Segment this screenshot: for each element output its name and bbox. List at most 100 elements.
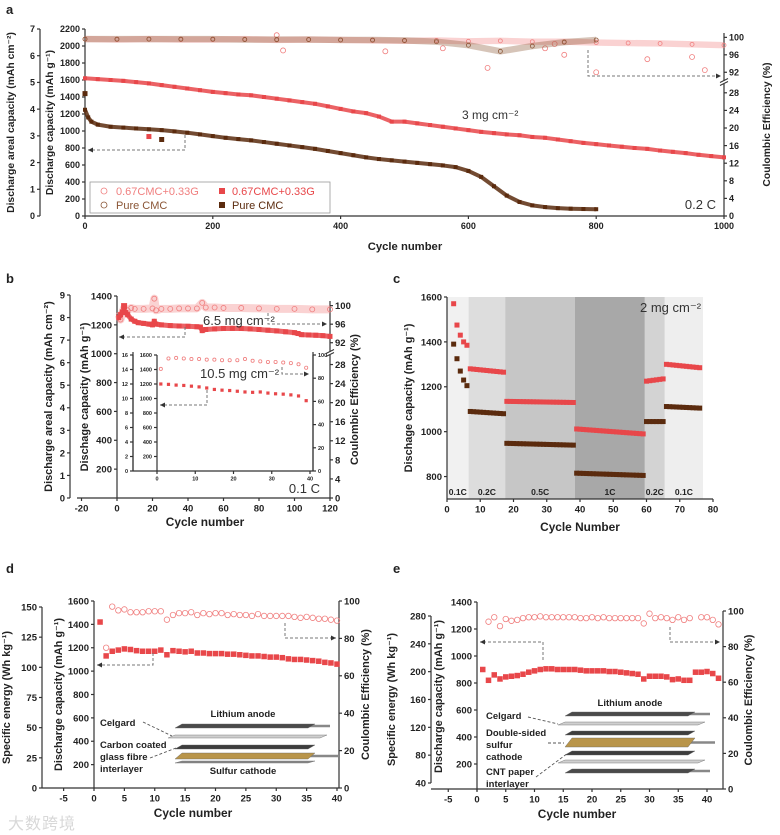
data-point-square: [600, 428, 606, 434]
data-point-square: [125, 312, 131, 318]
y-tick-label: 280: [410, 611, 426, 622]
rate-band: [505, 297, 576, 499]
y-tick-label: 8: [60, 313, 65, 324]
data-point-circle: [491, 614, 498, 621]
y-tick-label: 800: [456, 678, 472, 689]
data-point-circle: [548, 614, 555, 621]
data-point-circle: [496, 622, 504, 630]
data-point-circle: [128, 305, 135, 311]
y-tick-label: 1600: [140, 353, 152, 359]
x-tick-label: 10: [475, 505, 486, 516]
data-point-circle: [629, 614, 636, 622]
data-point-square: [480, 666, 486, 673]
y-tick-label: 200: [73, 760, 89, 771]
data-point-square: [453, 126, 458, 131]
data-point-square: [587, 471, 593, 477]
y-tick-label: 1600: [60, 75, 80, 85]
label-leader-line: [535, 752, 569, 778]
y-tick-label: 0: [125, 469, 128, 475]
data-point-square: [451, 341, 457, 347]
cell-layer: [564, 730, 696, 736]
y-tick-label: 200: [96, 465, 112, 476]
data-point-square: [623, 670, 630, 676]
y-axis-title: Dischage capacity (mAh g⁻¹): [403, 323, 415, 472]
y-tick-label: 0: [30, 211, 35, 221]
data-point-square: [402, 159, 407, 164]
series-trend-band: [84, 76, 725, 160]
y-tick-label: 400: [73, 737, 89, 748]
y-tick-label: 400: [456, 732, 472, 743]
data-point-square: [581, 207, 586, 212]
data-point-circle: [525, 614, 532, 621]
y-tick-label: 96: [335, 320, 346, 331]
data-point-square: [109, 648, 115, 655]
y-tick-label: 0: [335, 493, 340, 504]
data-point-square: [673, 362, 679, 368]
data-point-circle: [260, 612, 268, 620]
arrow-head-icon: [322, 321, 327, 327]
data-point-square: [520, 441, 526, 447]
data-point-square: [273, 392, 278, 396]
x-tick-label: 35: [673, 795, 684, 806]
data-point-square: [584, 427, 590, 433]
arrow-head-icon: [304, 371, 309, 377]
series-6-5-mg-capacity: [116, 303, 333, 339]
y-tick-label: 600: [65, 160, 80, 170]
rate-band: [575, 297, 645, 499]
data-point-square: [690, 405, 696, 411]
data-point-square: [146, 81, 151, 86]
data-point-square: [614, 429, 620, 435]
data-point-square: [159, 128, 164, 133]
y-tick-label: 1400: [421, 337, 442, 348]
data-point-square: [600, 471, 606, 477]
data-point-square: [577, 470, 583, 476]
diagram-label: Celgard: [486, 711, 522, 722]
data-point-circle: [206, 610, 213, 618]
data-point-circle: [220, 305, 227, 311]
data-point-square: [164, 652, 170, 658]
data-point-square: [274, 96, 279, 101]
y-tick-label: 1800: [60, 58, 80, 68]
x-tick-label: 10: [149, 794, 160, 805]
y-tick-label: 100: [318, 353, 327, 359]
data-point-circle: [644, 56, 651, 63]
y-tick-label: 40: [344, 709, 355, 720]
y-tick-label: 5: [30, 78, 35, 88]
data-point-square: [247, 326, 253, 332]
data-point-circle: [188, 609, 195, 616]
label-leader-line: [527, 716, 559, 725]
rate-band: [644, 297, 665, 499]
rate-label: 0.5C: [531, 487, 549, 497]
data-point-circle: [402, 38, 407, 43]
data-point-circle: [256, 305, 262, 312]
data-point-square: [172, 129, 177, 134]
x-tick-label: 40: [307, 477, 313, 483]
data-point-circle: [508, 617, 515, 624]
arrow-head-icon: [97, 662, 102, 668]
data-point-square: [338, 151, 343, 156]
data-point-circle: [611, 614, 619, 622]
data-point-square: [198, 88, 203, 93]
data-point-square: [285, 656, 292, 662]
data-point-square: [560, 666, 566, 673]
y-tick-label: 20: [344, 746, 355, 757]
arrow-head-icon: [480, 639, 485, 645]
data-point-square: [560, 442, 566, 448]
x-tick-label: 400: [333, 221, 348, 231]
y-tick-label: 120: [410, 723, 426, 734]
series-pure-cmc-capacity: [82, 91, 599, 212]
data-point-square: [670, 149, 675, 154]
data-point-square: [670, 404, 676, 410]
data-point-square: [693, 364, 699, 370]
ce-axis-title: Coulombic Efficiency (%): [360, 629, 372, 760]
data-point-circle: [146, 36, 152, 42]
data-point-square: [95, 122, 100, 127]
data-point-square: [681, 677, 687, 684]
data-point-square: [557, 399, 563, 405]
data-point-square: [658, 673, 664, 679]
data-point-square: [128, 316, 134, 322]
data-point-circle: [220, 358, 225, 363]
data-point-square: [554, 442, 560, 448]
data-point-square: [647, 378, 653, 384]
data-point-square: [153, 321, 159, 327]
